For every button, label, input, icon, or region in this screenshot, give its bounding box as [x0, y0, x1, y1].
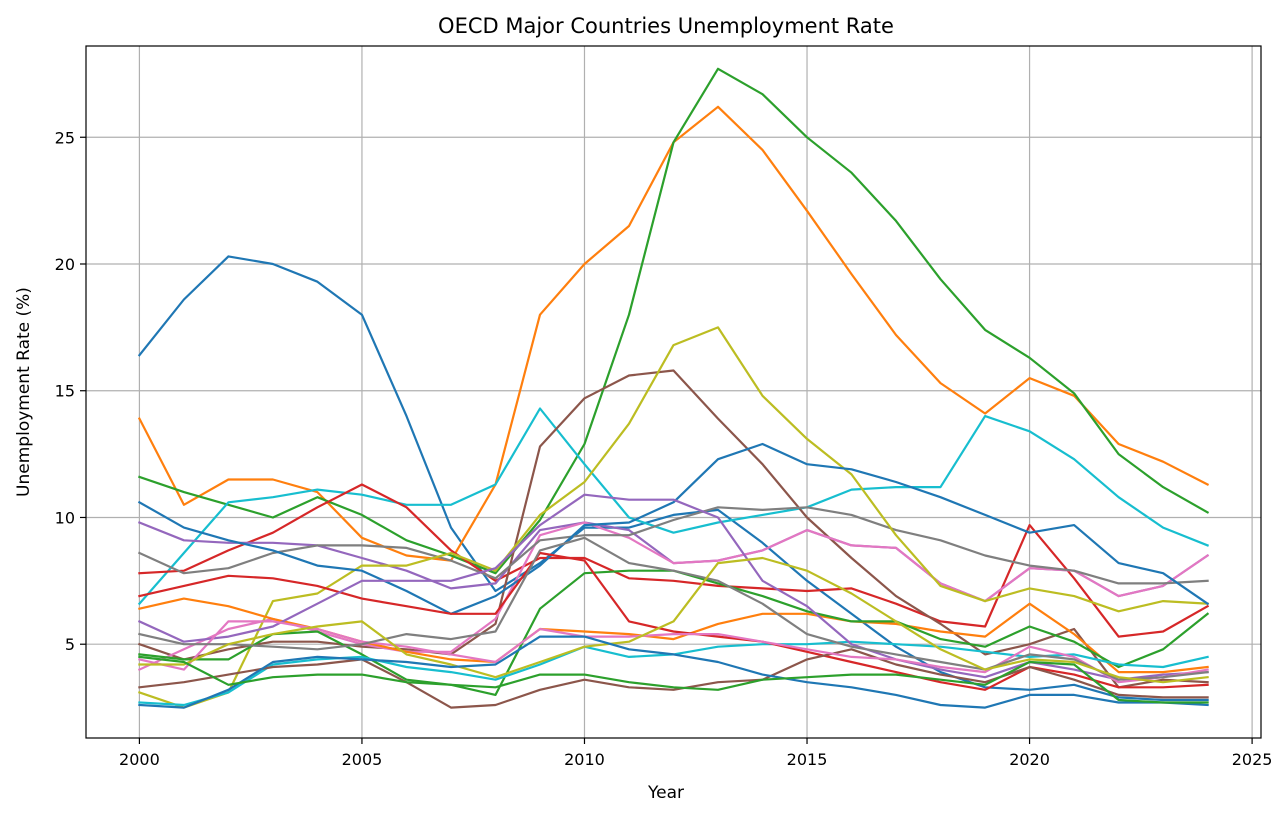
series-line-4 — [137, 407, 1210, 606]
y-tick-label: 5 — [65, 635, 75, 654]
series-line-17 — [138, 648, 1209, 709]
series-line-11 — [137, 442, 1210, 615]
series-line-9 — [137, 506, 1209, 585]
x-tick-label: 2025 — [1232, 750, 1273, 769]
y-tick-label: 15 — [55, 382, 75, 401]
x-tick-label: 2015 — [787, 750, 828, 769]
series-line-18 — [138, 620, 1209, 684]
series-line-10 — [138, 326, 1209, 709]
y-axis-label: Unemployment Rate (%) — [14, 287, 34, 497]
plot-frame — [85, 45, 1262, 739]
chart-title: OECD Major Countries Unemployment Rate — [438, 14, 894, 38]
series-line-3 — [138, 67, 1210, 575]
series-line-16 — [137, 493, 1209, 681]
grid-lines — [86, 46, 1261, 738]
series-line-6 — [137, 521, 1210, 603]
series-line-21 — [138, 635, 1209, 709]
series-line-7 — [138, 369, 1209, 689]
series-line-22 — [138, 655, 1209, 704]
series-line-20 — [138, 556, 1209, 684]
y-tick-label: 20 — [55, 255, 75, 274]
x-axis-label: Year — [647, 783, 684, 803]
x-tick-label: 2000 — [119, 750, 160, 769]
series-lines — [137, 67, 1210, 709]
series-line-1 — [137, 255, 1209, 702]
x-tick-label: 2020 — [1009, 750, 1050, 769]
y-tick-label: 10 — [55, 508, 75, 527]
y-tick-label: 25 — [55, 128, 75, 147]
x-tick-label: 2005 — [342, 750, 383, 769]
x-tick-label: 2010 — [564, 750, 605, 769]
series-line-19 — [138, 536, 1209, 681]
series-line-5 — [138, 483, 1210, 638]
